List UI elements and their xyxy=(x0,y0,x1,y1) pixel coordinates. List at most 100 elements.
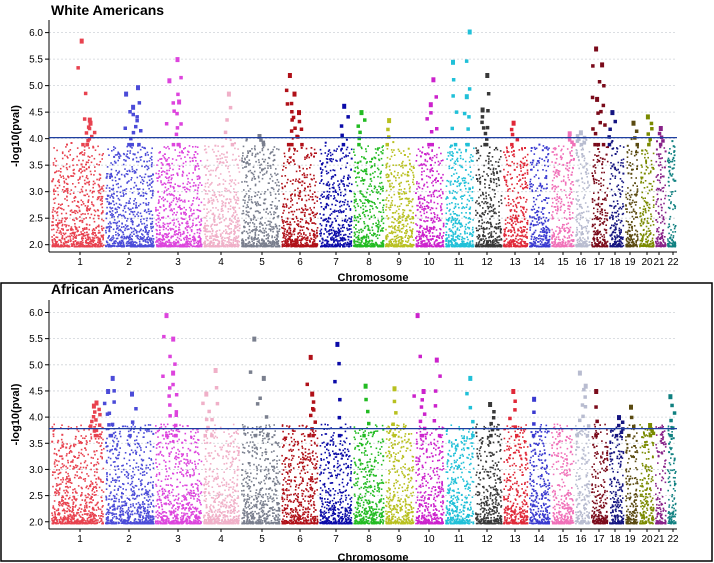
snp-point xyxy=(204,230,207,232)
snp-point xyxy=(309,207,311,209)
snp-point xyxy=(124,211,127,213)
snp-point xyxy=(68,150,70,153)
snp-point xyxy=(301,235,303,238)
snp-point xyxy=(404,173,406,176)
snp-point xyxy=(117,186,120,189)
snp-point xyxy=(150,155,153,158)
snp-point xyxy=(385,176,388,179)
snp-point xyxy=(409,236,411,238)
snp-point xyxy=(294,180,297,182)
snp-point xyxy=(271,187,274,189)
snp-point xyxy=(92,239,95,241)
snp-point xyxy=(339,230,342,233)
snp-point xyxy=(182,171,185,174)
snp-point xyxy=(319,235,322,237)
snp-point xyxy=(297,232,300,234)
snp-point xyxy=(247,244,249,246)
snp-point xyxy=(160,180,162,182)
snp-point xyxy=(117,234,120,237)
snp-point xyxy=(212,241,215,244)
snp-point xyxy=(396,237,398,240)
snp-point xyxy=(255,203,257,206)
white-americans-panel: White Americans2.02.53.03.54.04.55.05.56… xyxy=(10,2,679,284)
snp-point xyxy=(359,243,362,245)
snp-point xyxy=(150,186,153,188)
snp-point xyxy=(93,214,96,217)
snp-point xyxy=(88,242,91,245)
snp-point xyxy=(192,222,194,225)
snp-point xyxy=(249,188,252,190)
snp-point xyxy=(209,173,212,176)
snp-point xyxy=(326,220,328,223)
snp-point xyxy=(379,202,381,204)
snp-point xyxy=(350,200,353,203)
snp-point xyxy=(390,238,393,241)
snp-point xyxy=(232,243,235,245)
snp-point xyxy=(198,241,200,244)
snp-point xyxy=(340,244,342,246)
snp-point xyxy=(149,217,151,220)
snp-point xyxy=(338,183,341,185)
snp-point xyxy=(133,200,135,202)
snp-point xyxy=(77,179,79,181)
snp-point xyxy=(288,150,290,152)
snp-point xyxy=(219,154,221,157)
snp-point xyxy=(110,207,112,210)
snp-point xyxy=(321,179,323,181)
snp-point xyxy=(397,226,399,229)
snp-point xyxy=(289,206,292,208)
snp-point xyxy=(390,172,392,174)
snp-point xyxy=(316,229,318,232)
snp-point xyxy=(353,226,355,229)
snp-point xyxy=(200,223,202,226)
snp-point xyxy=(174,183,176,185)
snp-point xyxy=(248,240,250,243)
snp-point xyxy=(102,190,105,192)
snp-point xyxy=(285,242,287,245)
snp-point xyxy=(151,162,153,164)
snp-point xyxy=(251,202,254,204)
snp-point xyxy=(275,241,277,244)
snp-point xyxy=(401,162,403,164)
snp-point xyxy=(172,174,175,176)
snp-point xyxy=(166,240,168,243)
snp-point xyxy=(168,243,170,246)
snp-point xyxy=(346,227,348,230)
snp-point xyxy=(141,146,144,148)
snp-point xyxy=(319,223,322,225)
snp-point xyxy=(336,235,339,237)
snp-point xyxy=(262,239,265,242)
snp-point xyxy=(180,217,183,219)
snp-point xyxy=(188,151,190,153)
snp-point xyxy=(234,225,237,227)
snp-point xyxy=(322,219,325,222)
snp-point xyxy=(91,229,94,232)
snp-point xyxy=(163,233,166,235)
snp-point xyxy=(118,241,121,243)
snp-point xyxy=(305,147,308,150)
snp-point xyxy=(275,245,278,248)
snp-point xyxy=(59,204,62,206)
snp-point xyxy=(151,214,154,216)
snp-point xyxy=(331,203,333,206)
snp-point xyxy=(133,210,136,213)
snp-point xyxy=(289,240,292,242)
snp-point xyxy=(52,162,55,164)
snp-point xyxy=(403,154,406,156)
snp-point xyxy=(251,179,253,181)
snp-point xyxy=(53,147,55,149)
snp-point xyxy=(146,224,148,226)
snp-point xyxy=(259,229,261,231)
snp-point xyxy=(89,216,91,219)
snp-point xyxy=(401,197,404,200)
snp-point xyxy=(159,242,162,245)
snp-point xyxy=(400,188,402,191)
snp-point xyxy=(84,183,87,185)
snp-point xyxy=(348,182,351,185)
snp-point xyxy=(54,240,57,242)
snp-point xyxy=(112,221,115,224)
snp-point xyxy=(278,200,280,202)
snp-point xyxy=(222,204,224,207)
snp-point xyxy=(90,240,92,243)
snp-point xyxy=(225,188,228,190)
